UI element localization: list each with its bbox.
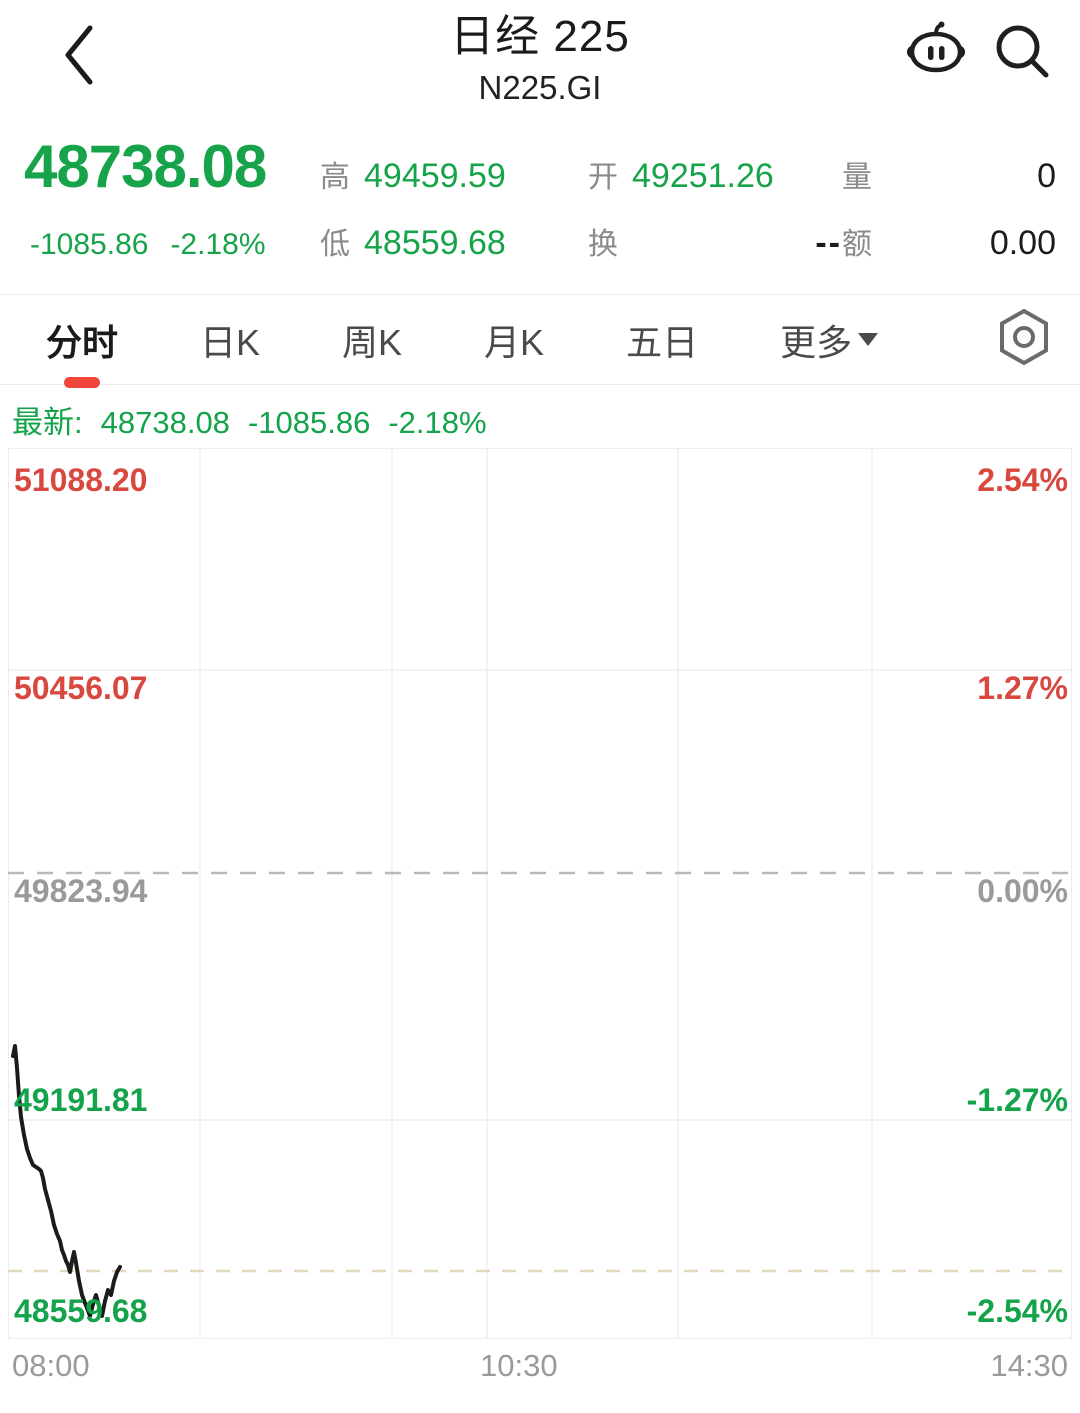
chart-plot-frame <box>8 448 1072 1339</box>
quote-field-low-value: 48559.68 <box>364 224 506 262</box>
quote-field-low-label: 低 <box>320 228 350 261</box>
quote-field-amount-label: 额 <box>842 228 872 261</box>
tab-five-day-label: 五日 <box>626 321 699 363</box>
chevron-down-icon <box>858 333 879 346</box>
quote-field-open-value: 49251.26 <box>632 157 774 195</box>
latest-quote-line: 最新: 48738.08 -1085.86 -2.18% <box>0 385 1080 448</box>
tab-five-day[interactable]: 五日 <box>616 314 708 366</box>
x-axis-tick-middle: 10:30 <box>480 1348 558 1383</box>
latest-price: 48738.08 <box>100 405 230 440</box>
chevron-left-icon <box>59 22 99 88</box>
tab-intraday[interactable]: 分时 <box>36 314 128 366</box>
page-title: 日经 225 <box>450 12 630 61</box>
quote-field-volume-label: 量 <box>842 161 872 194</box>
chart-vertical-gridlines <box>199 448 873 1338</box>
y-axis-label-mid-percent: 0.00% <box>977 873 1068 909</box>
tab-daily-k[interactable]: 日K <box>190 314 270 366</box>
tab-weekly-k[interactable]: 周K <box>332 314 412 366</box>
tab-more[interactable]: 更多 <box>770 314 888 366</box>
quote-field-low: 低 48559.68 <box>320 219 588 263</box>
quote-field-turnover: 换 -- <box>588 219 842 263</box>
change-block: -1085.86 -2.18% <box>24 206 320 284</box>
quote-field-turnover-label: 换 <box>588 228 618 261</box>
search-button[interactable] <box>986 18 1058 90</box>
quote-field-turnover-value: -- <box>815 224 842 262</box>
quote-field-volume-value: 0 <box>1037 157 1056 195</box>
y-axis-label-lower-percent: -1.27% <box>966 1082 1068 1118</box>
hexagon-settings-icon <box>994 306 1054 373</box>
tab-daily-k-label: 日K <box>200 321 261 363</box>
price-block: 48738.08 <box>24 128 320 206</box>
change-percent: -2.18% <box>170 228 266 261</box>
y-axis-label-mid-value: 49823.94 <box>14 873 148 909</box>
tab-monthly-k-label: 月K <box>484 321 545 363</box>
app-header: 日经 225 N225.GI <box>0 0 1080 122</box>
robot-icon <box>903 21 969 88</box>
y-axis-label-top-percent: 2.54% <box>977 462 1068 498</box>
y-axis-label-top-value: 51088.20 <box>14 462 148 498</box>
chart-price-line <box>11 1044 122 1318</box>
quote-panel: 48738.08 高 49459.59 开 49251.26 量 0 -1085… <box>0 122 1080 295</box>
quote-row-top: 48738.08 高 49459.59 开 49251.26 量 0 <box>24 128 1056 206</box>
title-block: 日经 225 N225.GI <box>0 10 1080 110</box>
quote-field-volume: 量 0 <box>842 152 1056 196</box>
quote-field-high-value: 49459.59 <box>364 157 506 195</box>
chart-settings-button[interactable] <box>994 306 1066 373</box>
change-line: -1085.86 -2.18% <box>24 206 320 284</box>
latest-label: 最新: <box>12 405 83 440</box>
robot-assistant-button[interactable] <box>900 18 972 90</box>
header-actions <box>900 18 1058 90</box>
tab-monthly-k[interactable]: 月K <box>474 314 554 366</box>
quote-field-high-label: 高 <box>320 161 350 194</box>
latest-change-percent: -2.18% <box>388 405 487 440</box>
change-absolute: -1085.86 <box>30 228 149 261</box>
y-axis-label-lower-value: 49191.81 <box>14 1082 148 1118</box>
quote-row-bottom: -1085.86 -2.18% 低 48559.68 换 -- 额 0.00 <box>24 206 1056 284</box>
x-axis-tick-end: 14:30 <box>990 1348 1068 1383</box>
tab-weekly-k-label: 周K <box>342 321 403 363</box>
quote-field-open: 开 49251.26 <box>588 152 842 196</box>
y-axis-label-upper-percent: 1.27% <box>977 670 1068 706</box>
page-subtitle: N225.GI <box>478 69 602 106</box>
search-icon <box>991 21 1053 88</box>
last-price: 48738.08 <box>24 133 267 200</box>
quote-field-amount: 额 0.00 <box>842 219 1056 263</box>
quote-field-open-label: 开 <box>588 161 618 194</box>
chart-canvas[interactable] <box>0 448 1080 1388</box>
latest-change: -1085.86 <box>247 405 371 440</box>
y-axis-label-bottom-value: 48559.68 <box>14 1293 148 1329</box>
quote-field-high: 高 49459.59 <box>320 152 588 196</box>
chart-period-tabs: 分时 日K 周K 月K 五日 更多 <box>0 295 1080 385</box>
quote-field-amount-value: 0.00 <box>989 224 1056 262</box>
tab-intraday-label: 分时 <box>46 321 119 363</box>
tab-more-label: 更多 <box>780 321 853 363</box>
y-axis-label-upper-value: 50456.07 <box>14 670 148 706</box>
intraday-chart[interactable]: 51088.20 50456.07 49823.94 49191.81 4855… <box>0 448 1080 1388</box>
y-axis-label-bottom-percent: -2.54% <box>966 1293 1068 1329</box>
back-button[interactable] <box>46 22 112 88</box>
x-axis-tick-start: 08:00 <box>12 1348 90 1383</box>
chart-horizontal-gridlines <box>8 669 1071 1121</box>
